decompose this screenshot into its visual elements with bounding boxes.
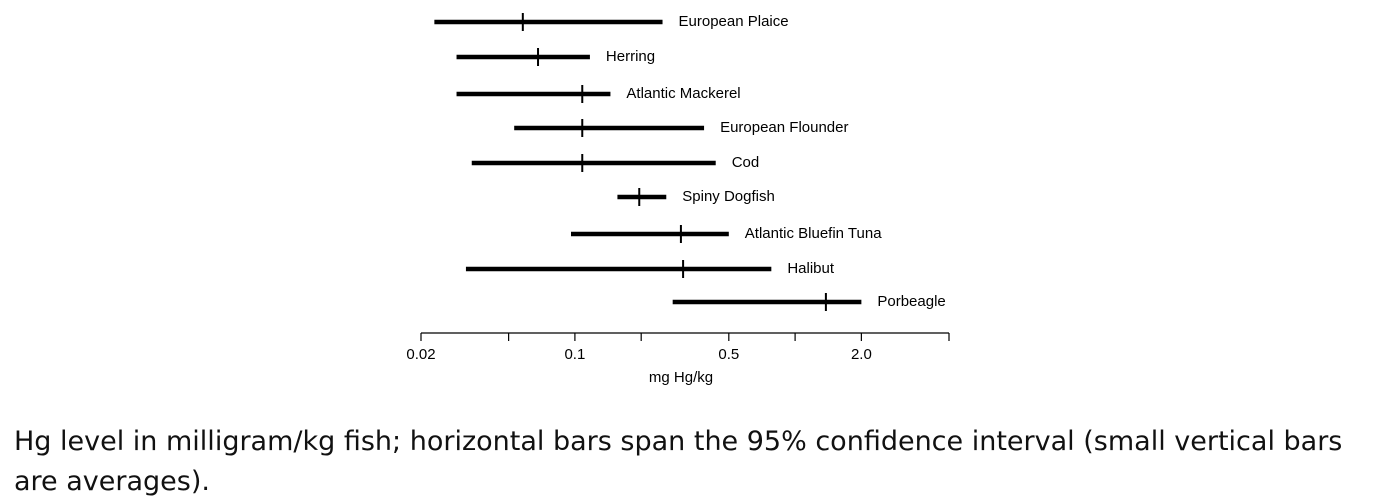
category-label: Halibut [787, 260, 835, 277]
caption: Hg level in milligram/kg fish; horizonta… [14, 426, 1343, 497]
x-tick-label: 2.0 [851, 346, 872, 363]
category-label: Herring [606, 48, 655, 65]
category-label: Atlantic Mackerel [626, 85, 740, 102]
x-tick-label: 0.5 [718, 346, 739, 363]
category-label: European Flounder [720, 119, 848, 136]
category-label: European Plaice [679, 13, 789, 30]
category-label: Porbeagle [877, 293, 945, 310]
x-tick-label: 0.1 [564, 346, 585, 363]
x-axis-label: mg Hg/kg [649, 369, 713, 386]
chart: mg Hg/kg 0.02 0.1 0.5 2.0 European Plaice Her… [406, 13, 950, 386]
category-label: Atlantic Bluefin Tuna [745, 225, 882, 242]
category-label: Cod [732, 154, 760, 171]
category-label: Spiny Dogfish [682, 188, 775, 205]
x-tick-label: 0.02 [406, 346, 435, 363]
